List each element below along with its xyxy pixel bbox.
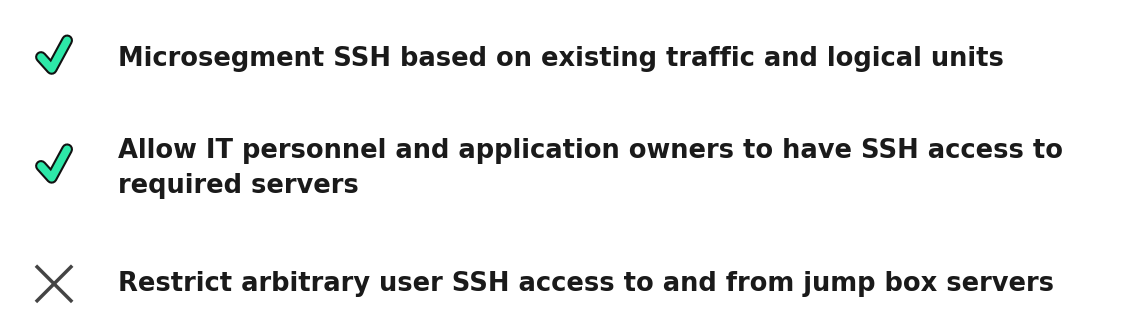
Text: Restrict arbitrary user SSH access to and from jump box servers: Restrict arbitrary user SSH access to an… — [118, 271, 1054, 297]
Text: Microsegment SSH based on existing traffic and logical units: Microsegment SSH based on existing traff… — [118, 47, 1004, 72]
Text: Allow IT personnel and application owners to have SSH access to
required servers: Allow IT personnel and application owner… — [118, 138, 1063, 199]
